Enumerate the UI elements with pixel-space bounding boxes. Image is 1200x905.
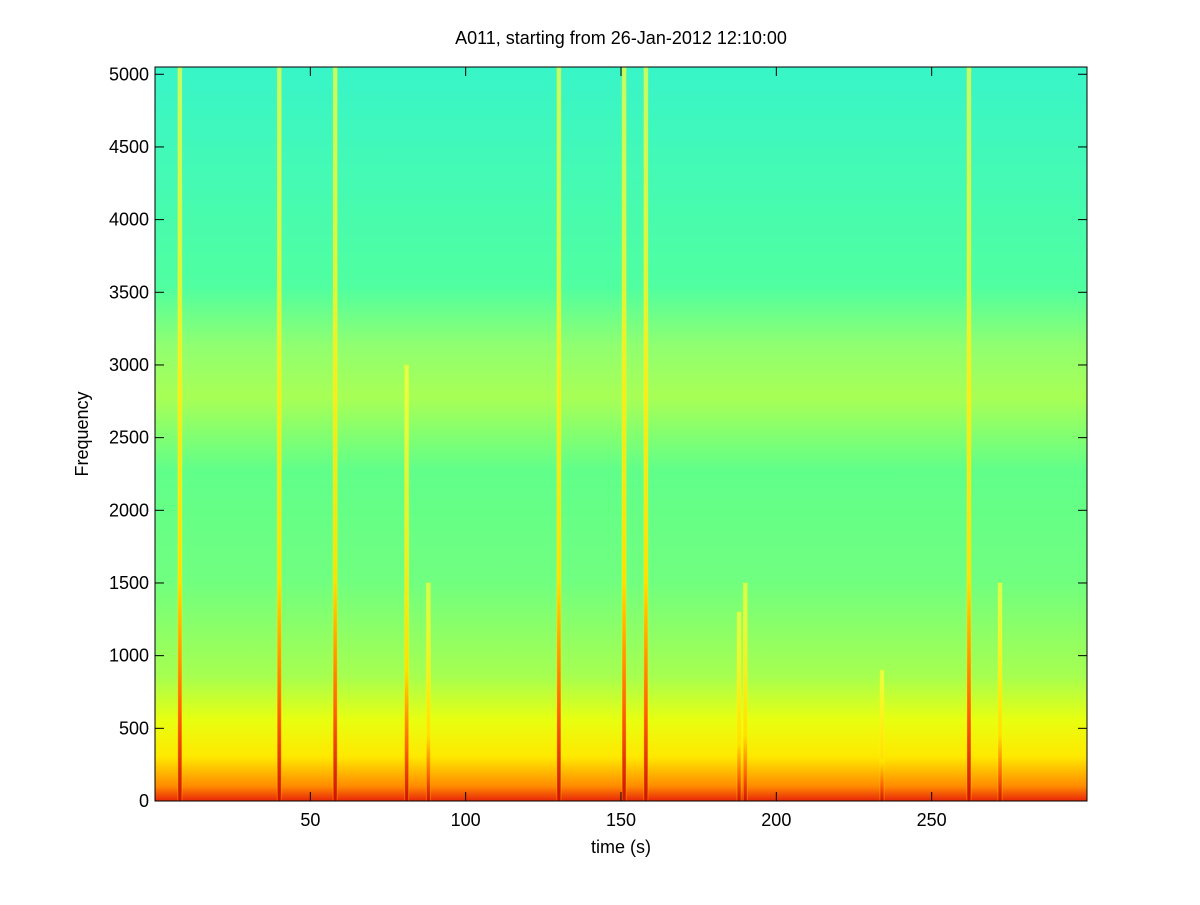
x-tick-label: 150 bbox=[606, 810, 636, 830]
spectral-streak bbox=[332, 66, 338, 802]
spectral-streak bbox=[879, 669, 885, 802]
spectral-streak bbox=[177, 66, 183, 802]
spectral-streak bbox=[966, 66, 972, 802]
y-tick-label: 4500 bbox=[109, 137, 149, 157]
spectral-streak bbox=[404, 364, 410, 802]
plot-background bbox=[155, 67, 1087, 801]
y-axis-label: Frequency bbox=[72, 391, 92, 476]
x-tick-label: 100 bbox=[451, 810, 481, 830]
spectral-streak bbox=[742, 582, 748, 802]
x-tick-label: 200 bbox=[761, 810, 791, 830]
x-tick-label: 50 bbox=[300, 810, 320, 830]
y-tick-label: 5000 bbox=[109, 64, 149, 84]
y-tick-label: 2500 bbox=[109, 428, 149, 448]
spectral-streak bbox=[556, 66, 562, 802]
spectral-streak bbox=[425, 582, 431, 802]
y-tick-label: 1500 bbox=[109, 573, 149, 593]
y-tick-label: 0 bbox=[139, 791, 149, 811]
x-axis-label: time (s) bbox=[591, 837, 651, 857]
y-tick-label: 4000 bbox=[109, 210, 149, 230]
y-tick-label: 2000 bbox=[109, 500, 149, 520]
spectral-streak bbox=[276, 66, 282, 802]
x-tick-label: 250 bbox=[917, 810, 947, 830]
y-tick-label: 3500 bbox=[109, 282, 149, 302]
spectral-streak bbox=[621, 66, 627, 802]
spectral-streak bbox=[997, 582, 1003, 802]
spectral-streak bbox=[643, 66, 649, 802]
chart-title: A011, starting from 26-Jan-2012 12:10:00 bbox=[455, 28, 787, 48]
spectral-streak bbox=[736, 611, 742, 802]
y-tick-label: 1000 bbox=[109, 646, 149, 666]
y-tick-label: 3000 bbox=[109, 355, 149, 375]
y-tick-label: 500 bbox=[119, 718, 149, 738]
